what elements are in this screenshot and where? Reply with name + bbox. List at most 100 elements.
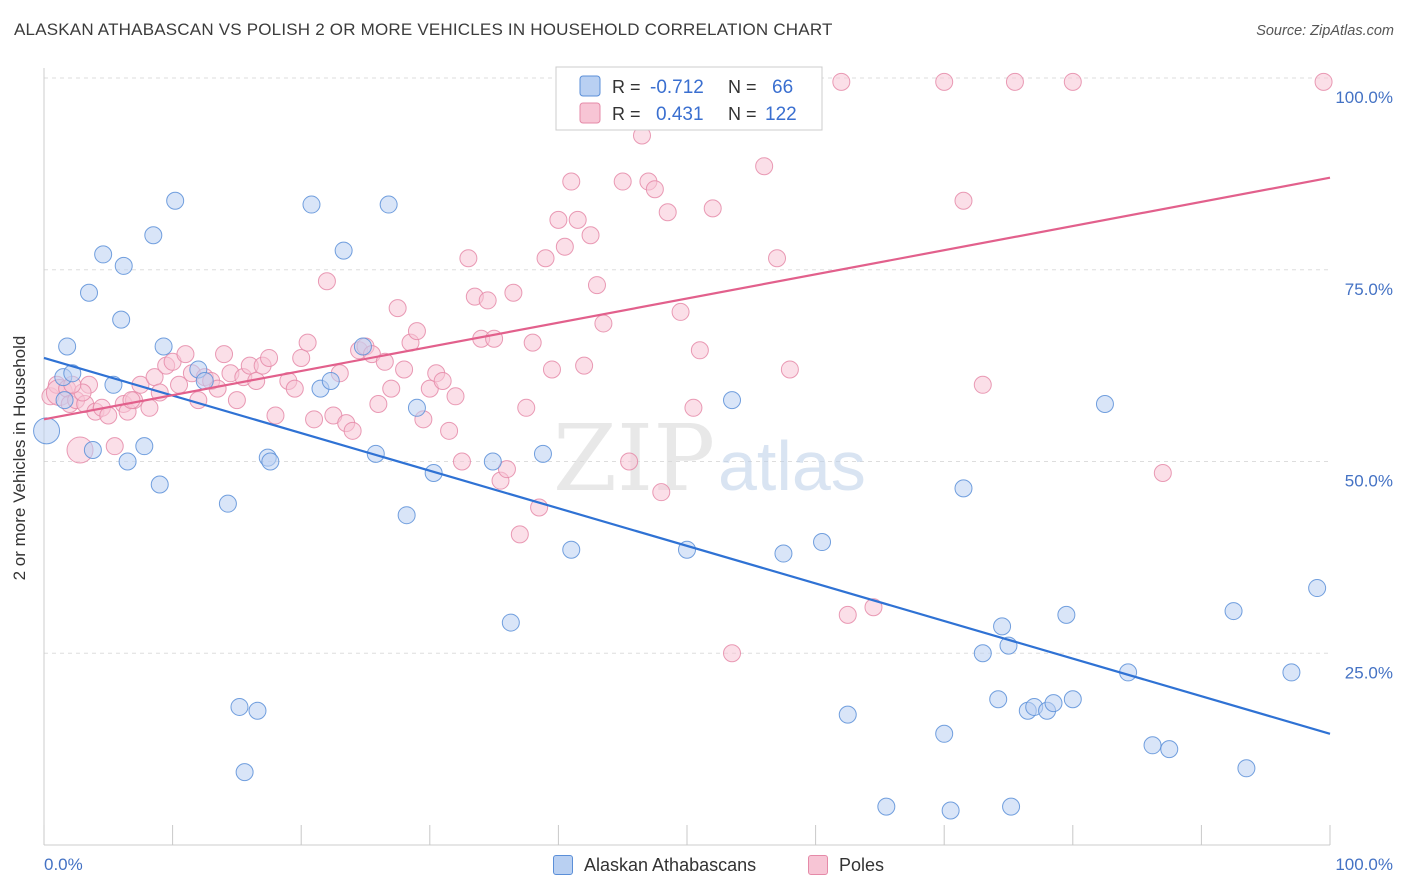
blue-point [166, 191, 185, 210]
stats-n-label-2: N = [728, 104, 757, 124]
pink-point [575, 356, 594, 375]
blue-point [838, 705, 857, 724]
blue-point [483, 452, 502, 471]
blue-point [33, 417, 61, 445]
source-label: Source: ZipAtlas.com [1256, 23, 1394, 39]
pink-point [446, 387, 465, 406]
blue-point [1002, 797, 1021, 816]
pink-point [549, 210, 568, 229]
stats-n-label-1: N = [728, 77, 757, 97]
pink-point [658, 203, 677, 222]
pink-point [285, 379, 304, 398]
pink-point [305, 410, 324, 429]
pink-point [459, 249, 478, 268]
blue-point [993, 617, 1012, 636]
pink-point [382, 379, 401, 398]
blue-point [1143, 736, 1162, 755]
trend-lines [43, 176, 1331, 735]
blue-point [248, 701, 267, 720]
stats-n-value-1: 66 [772, 77, 793, 98]
blue-point [774, 544, 793, 563]
pink-point [105, 437, 124, 456]
blue-point [112, 310, 131, 329]
pink-point [369, 394, 388, 413]
pink-point [260, 348, 279, 367]
pink-point [613, 172, 632, 191]
pink-point [1153, 464, 1172, 483]
pink-point [1005, 72, 1024, 91]
pink-point [973, 375, 992, 394]
blue-point [353, 337, 372, 356]
tick-labels: 25.0% 50.0% 75.0% 100.0% 0.0% 100.0% [44, 88, 1393, 874]
blue-point [1063, 690, 1082, 709]
y-tick-label: 50.0% [1345, 472, 1393, 491]
blue-point [1308, 579, 1327, 598]
blue-point [379, 195, 398, 214]
pink-point [1063, 72, 1082, 91]
series-legend: Alaskan Athabascans Poles [0, 852, 1406, 878]
blue-point [135, 437, 154, 456]
blue-point [94, 245, 113, 264]
blue-point [150, 475, 169, 494]
blue-point [424, 464, 443, 483]
pink-point [298, 333, 317, 352]
pink-point [227, 391, 246, 410]
pink-point [407, 322, 426, 341]
blue-point [144, 226, 163, 245]
pink-point [690, 341, 709, 360]
pink-point [954, 191, 973, 210]
blue-point [235, 763, 254, 782]
pink-point [581, 226, 600, 245]
pink-point [864, 598, 883, 617]
stats-n-value-2: 122 [765, 104, 797, 125]
chart-title: ALASKAN ATHABASCAN VS POLISH 2 OR MORE V… [14, 20, 833, 39]
pink-point [587, 276, 606, 295]
pink-point [536, 249, 555, 268]
stats-r-label-1: R = [612, 77, 641, 97]
blue-point [114, 256, 133, 275]
blue-point [935, 724, 954, 743]
y-tick-label: 100.0% [1335, 88, 1393, 107]
blue-point [1057, 605, 1076, 624]
pink-point [292, 348, 311, 367]
pink-point [645, 180, 664, 199]
blue-point [813, 533, 832, 552]
blue-point [154, 337, 173, 356]
pink-point [497, 460, 516, 479]
blue-point [321, 371, 340, 390]
pink-point [433, 371, 452, 390]
blue-point [1224, 602, 1243, 621]
pink-point [343, 421, 362, 440]
pink-point [684, 398, 703, 417]
watermark: ZIP atlas [553, 405, 866, 512]
blue-point [334, 241, 353, 260]
pink-point [768, 249, 787, 268]
blue-point [1282, 663, 1301, 682]
data-points [33, 72, 1333, 820]
pink-point [723, 644, 742, 663]
blue-point [80, 283, 99, 302]
stats-swatch-pink [579, 102, 601, 124]
pink-point [122, 391, 141, 410]
pink-point [510, 525, 529, 544]
pink-point [215, 345, 234, 364]
pink-point [755, 157, 774, 176]
pink-point [838, 605, 857, 624]
legend-item-alaskan-athabascans: Alaskan Athabascans [553, 852, 756, 878]
pink-point [703, 199, 722, 218]
blue-point [261, 452, 280, 471]
trend-line-poles [43, 176, 1331, 421]
blue-point [1160, 740, 1179, 759]
blue-point [1095, 394, 1114, 413]
pink-point [440, 421, 459, 440]
blue-point [218, 494, 237, 513]
pink-point [832, 72, 851, 91]
pink-point [542, 360, 561, 379]
blue-point [83, 440, 102, 459]
pink-point [99, 406, 118, 425]
blue-point [63, 364, 82, 383]
pink-point [504, 283, 523, 302]
pink-point [395, 360, 414, 379]
pink-point [671, 302, 690, 321]
